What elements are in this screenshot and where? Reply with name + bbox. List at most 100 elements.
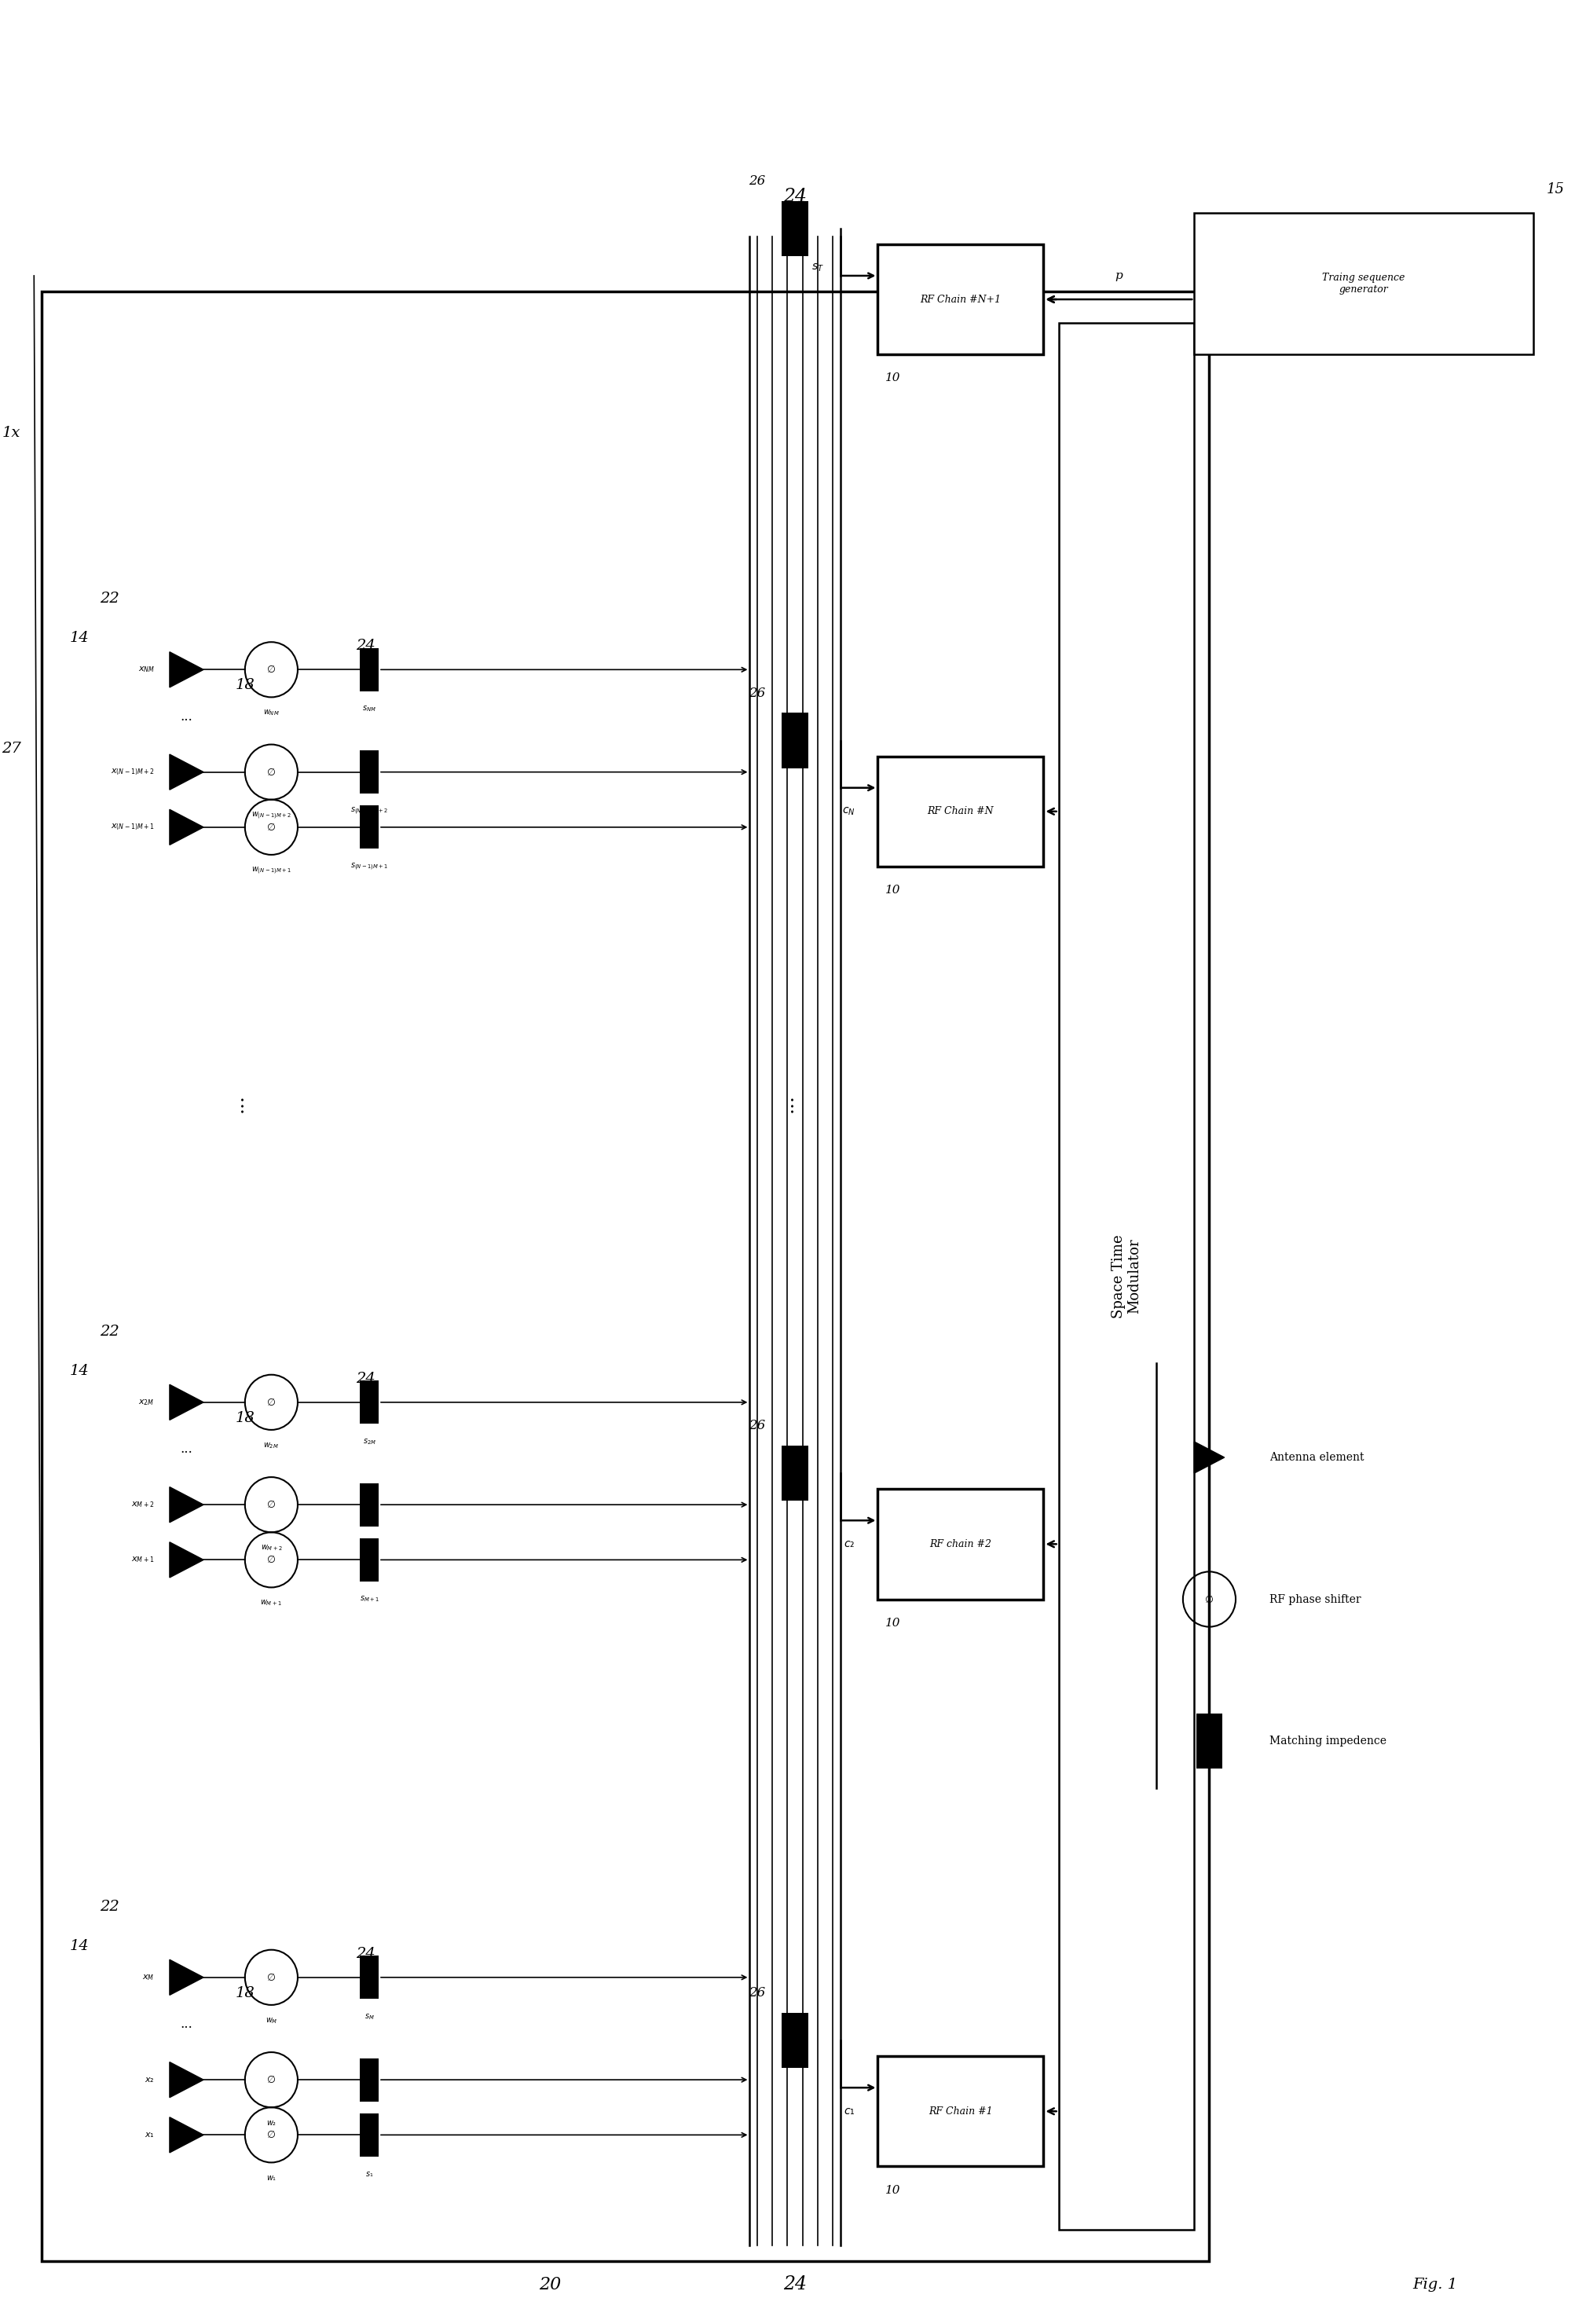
Text: $x₁$: $x₁$ xyxy=(144,2131,154,2138)
Text: RF chain #2: RF chain #2 xyxy=(929,1538,991,1550)
Text: 26: 26 xyxy=(749,1987,766,2001)
Bar xyxy=(782,713,809,769)
Text: $s₁$: $s₁$ xyxy=(365,2171,373,2178)
Text: $w_{2M}$: $w_{2M}$ xyxy=(263,1441,279,1450)
Polygon shape xyxy=(170,1385,203,1420)
Bar xyxy=(877,1490,1044,1599)
Text: 18: 18 xyxy=(235,1987,255,2001)
Text: 24: 24 xyxy=(783,188,807,207)
Polygon shape xyxy=(170,2061,203,2099)
Text: $\emptyset$: $\emptyset$ xyxy=(266,1971,276,1982)
Text: $\emptyset$: $\emptyset$ xyxy=(266,1499,276,1511)
Polygon shape xyxy=(170,1543,203,1578)
Text: $x_{2M}$: $x_{2M}$ xyxy=(138,1397,154,1406)
Text: $s_{2M}$: $s_{2M}$ xyxy=(363,1436,376,1446)
Text: Space Time
Modulator: Space Time Modulator xyxy=(1112,1234,1142,1318)
Bar xyxy=(782,200,809,256)
Text: 26: 26 xyxy=(749,686,766,700)
Text: $s_{(N-1)M+1}$: $s_{(N-1)M+1}$ xyxy=(351,862,389,872)
Text: $w_{NM}$: $w_{NM}$ xyxy=(263,709,279,718)
Polygon shape xyxy=(170,1959,203,1994)
Text: $\emptyset$: $\emptyset$ xyxy=(266,2075,276,2085)
Bar xyxy=(877,755,1044,867)
Text: ...: ... xyxy=(228,1095,246,1113)
Text: RF Chain #N+1: RF Chain #N+1 xyxy=(920,295,1001,304)
Text: $s_{M+1}$: $s_{M+1}$ xyxy=(360,1594,379,1604)
Text: $w_{(N-1)M+2}$: $w_{(N-1)M+2}$ xyxy=(251,811,292,820)
Polygon shape xyxy=(170,755,203,790)
Text: ...: ... xyxy=(181,711,193,723)
Text: Traing sequence
generator: Traing sequence generator xyxy=(1323,272,1405,295)
Bar xyxy=(782,2013,809,2068)
Text: 27: 27 xyxy=(2,741,21,755)
Polygon shape xyxy=(1194,1441,1224,1473)
Text: $s_{M+2}$: $s_{M+2}$ xyxy=(360,1538,379,1548)
Text: $w₂$: $w₂$ xyxy=(266,2119,276,2126)
Polygon shape xyxy=(170,2117,203,2152)
Text: RF phase shifter: RF phase shifter xyxy=(1269,1594,1361,1606)
Bar xyxy=(360,806,379,848)
Text: p: p xyxy=(1115,270,1123,281)
Bar xyxy=(1196,1713,1223,1769)
Text: ...: ... xyxy=(779,1095,796,1113)
Text: 24: 24 xyxy=(783,2275,807,2294)
Text: $x_{M+1}$: $x_{M+1}$ xyxy=(132,1555,154,1564)
Text: $\emptyset$: $\emptyset$ xyxy=(266,767,276,779)
Text: ...: ... xyxy=(181,1443,193,1457)
Text: 22: 22 xyxy=(100,593,119,607)
Text: 14: 14 xyxy=(70,1938,89,1952)
Text: $x_{NM}$: $x_{NM}$ xyxy=(138,665,154,674)
Bar xyxy=(360,2113,379,2157)
Bar xyxy=(360,1957,379,1999)
Text: 20: 20 xyxy=(539,2275,561,2294)
Bar xyxy=(360,751,379,795)
Text: RF Chain #N: RF Chain #N xyxy=(928,806,994,816)
Text: $w_{M+1}$: $w_{M+1}$ xyxy=(260,1599,282,1608)
Bar xyxy=(360,1483,379,1527)
Text: ...: ... xyxy=(181,2017,193,2031)
Text: $x₂$: $x₂$ xyxy=(144,2075,154,2085)
Bar xyxy=(360,1538,379,1583)
Text: $x_{(N-1)M+1}$: $x_{(N-1)M+1}$ xyxy=(111,823,154,832)
Polygon shape xyxy=(170,809,203,846)
Bar xyxy=(877,2057,1044,2166)
Text: 10: 10 xyxy=(885,2185,901,2196)
Text: 22: 22 xyxy=(100,1899,119,1913)
Text: $s₂$: $s₂$ xyxy=(365,2115,373,2124)
Text: $w_{M+2}$: $w_{M+2}$ xyxy=(260,1543,282,1552)
Text: 10: 10 xyxy=(885,372,901,383)
Text: $s_{(N-1)M+2}$: $s_{(N-1)M+2}$ xyxy=(351,806,389,816)
Bar xyxy=(1194,214,1534,356)
Text: Antenna element: Antenna element xyxy=(1269,1452,1364,1462)
Text: 18: 18 xyxy=(235,1411,255,1425)
Text: $c₁$: $c₁$ xyxy=(844,2106,855,2117)
Text: $x_M$: $x_M$ xyxy=(143,1973,154,1982)
Bar xyxy=(1058,323,1194,2229)
Text: 24: 24 xyxy=(355,1948,376,1961)
Text: $c₂$: $c₂$ xyxy=(844,1538,855,1550)
Text: $c_N$: $c_N$ xyxy=(842,806,855,818)
Text: Fig. 1: Fig. 1 xyxy=(1413,2278,1458,2291)
Text: $\emptyset$: $\emptyset$ xyxy=(266,665,276,676)
Text: $x_{M+2}$: $x_{M+2}$ xyxy=(132,1499,154,1508)
Text: 18: 18 xyxy=(235,679,255,693)
Text: 15: 15 xyxy=(1546,181,1565,195)
Text: 1x: 1x xyxy=(2,425,21,439)
Text: RF Chain #1: RF Chain #1 xyxy=(929,2106,993,2117)
Text: $s_T$: $s_T$ xyxy=(812,263,823,274)
Text: 22: 22 xyxy=(100,1325,119,1339)
Text: $w_{(N-1)M+1}$: $w_{(N-1)M+1}$ xyxy=(251,865,292,876)
Bar xyxy=(782,1446,809,1501)
Text: $s_M$: $s_M$ xyxy=(365,2013,374,2022)
Text: $\emptyset$: $\emptyset$ xyxy=(266,1555,276,1566)
Text: $s_{NM}$: $s_{NM}$ xyxy=(362,704,376,713)
Text: $\emptyset$: $\emptyset$ xyxy=(266,1397,276,1408)
Text: 10: 10 xyxy=(885,1618,901,1629)
Text: Matching impedence: Matching impedence xyxy=(1269,1736,1386,1748)
Text: 14: 14 xyxy=(70,1364,89,1378)
Text: 26: 26 xyxy=(749,1420,766,1432)
Text: $x_{(N-1)M+2}$: $x_{(N-1)M+2}$ xyxy=(111,767,154,776)
Polygon shape xyxy=(170,1487,203,1522)
Bar xyxy=(360,1380,379,1425)
Bar xyxy=(877,244,1044,356)
